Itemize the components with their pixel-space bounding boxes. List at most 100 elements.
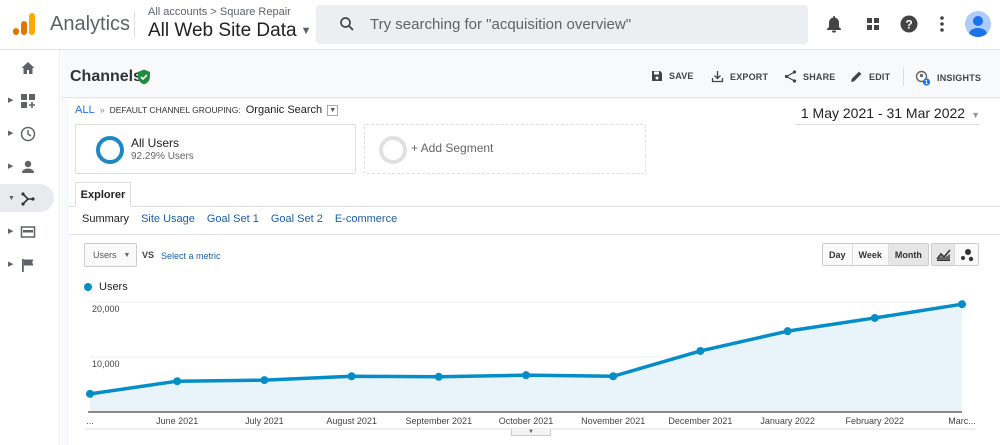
share-icon: [784, 70, 797, 83]
subtab-site-usage[interactable]: Site Usage: [141, 213, 195, 225]
share-label: SHARE: [803, 71, 836, 82]
account-avatar[interactable]: [965, 11, 991, 37]
divider: [903, 68, 904, 86]
add-segment-label: + Add Segment: [411, 141, 494, 155]
tab-divider: [69, 206, 1000, 207]
help-icon[interactable]: ?: [899, 14, 919, 34]
top-bar: Analytics All accounts > Square Repair A…: [0, 0, 1000, 50]
search-bar[interactable]: Try searching for "acquisition overview": [316, 5, 808, 44]
x-tick-label: December 2021: [668, 416, 733, 426]
main-content: Channels SAVE EXPORT SHARE EDIT 1 INSIGH…: [61, 50, 1000, 445]
date-range-picker[interactable]: 1 May 2021 - 31 Mar 2022 ▼: [794, 105, 980, 125]
clock-icon: [20, 126, 36, 142]
breadcrumb-separator: »: [99, 105, 105, 115]
search-placeholder: Try searching for "acquisition overview": [370, 16, 632, 33]
grouping-dropdown-icon[interactable]: ▼: [327, 104, 339, 116]
flag-icon: [22, 259, 34, 272]
download-icon: [711, 71, 724, 83]
x-tick-label: ...: [86, 416, 94, 426]
sidebar-item-audience[interactable]: ▶: [0, 152, 54, 180]
sidebar-item-behavior[interactable]: ▶: [0, 217, 54, 245]
expand-arrow-icon: ▶: [8, 261, 14, 268]
breadcrumb-property: Square Repair: [219, 6, 291, 18]
metric-dropdown-label: Users: [93, 250, 117, 260]
select-metric-link[interactable]: Select a metric: [161, 251, 221, 261]
granularity-week-button[interactable]: Week: [852, 244, 889, 265]
sidebar-item-conversions[interactable]: ▶: [0, 250, 54, 278]
bell-icon[interactable]: [824, 14, 844, 34]
granularity-day-button[interactable]: Day: [823, 244, 853, 265]
vs-label: VS: [142, 250, 155, 260]
svg-text:?: ?: [905, 18, 912, 32]
expand-arrow-icon: ▶: [8, 163, 14, 170]
report-panel: ALL » DEFAULT CHANNEL GROUPING: Organic …: [69, 99, 1000, 445]
verified-shield-icon: [138, 69, 150, 85]
property-view-selector[interactable]: All Web Site Data ▼: [148, 20, 311, 42]
dashboard-plus-icon: [21, 94, 35, 108]
account-breadcrumb[interactable]: All accounts > Square Repair: [148, 6, 291, 18]
chart-scroll-handle[interactable]: ▼: [511, 429, 551, 436]
motion-chart-icon: [960, 248, 973, 261]
analytics-logo-icon[interactable]: [12, 12, 36, 36]
svg-text:1: 1: [925, 80, 928, 86]
breadcrumb-separator: >: [210, 6, 217, 18]
expand-arrow-icon: ▶: [8, 228, 14, 235]
filter-all-link[interactable]: ALL: [75, 104, 95, 116]
acquisition-icon: [21, 192, 35, 206]
apps-grid-icon[interactable]: [863, 14, 883, 34]
insights-label: INSIGHTS: [937, 73, 982, 83]
subtab-goal-set-1[interactable]: Goal Set 1: [206, 213, 259, 225]
caret-down-icon: ▼: [971, 110, 980, 120]
x-tick-label: June 2021: [156, 416, 199, 426]
insights-button[interactable]: 1 INSIGHTS: [915, 70, 981, 86]
subtab-summary[interactable]: Summary: [82, 213, 130, 225]
save-button[interactable]: SAVE: [651, 70, 694, 82]
x-tick-label: August 2021: [326, 416, 377, 426]
sidebar-item-realtime[interactable]: ▶: [0, 119, 54, 147]
grouping-label: DEFAULT CHANNEL GROUPING:: [109, 105, 241, 115]
page-title: Channels: [70, 68, 143, 85]
channel-filter-breadcrumb: ALL » DEFAULT CHANNEL GROUPING: Organic …: [75, 104, 339, 116]
share-button[interactable]: SHARE: [784, 70, 836, 83]
tab-explorer[interactable]: Explorer: [75, 182, 131, 207]
x-tick-label: September 2021: [405, 416, 473, 426]
subtab-goal-set-2[interactable]: Goal Set 2: [270, 213, 323, 225]
explorer-subtabs: Summary Site Usage Goal Set 1 Goal Set 2…: [82, 213, 397, 225]
sidebar-item-customization[interactable]: ▶: [0, 86, 54, 114]
export-button[interactable]: EXPORT: [711, 70, 768, 83]
segment-all-users[interactable]: All Users 92.29% Users: [75, 124, 356, 174]
motion-chart-button[interactable]: [955, 244, 978, 265]
line-chart-icon: [935, 249, 951, 261]
x-tick-label: July 2021: [245, 416, 284, 426]
insights-icon: 1: [915, 70, 931, 86]
expand-arrow-icon: ▶: [8, 97, 14, 104]
property-view-label: All Web Site Data: [148, 20, 297, 41]
sidebar-item-home[interactable]: [0, 53, 54, 81]
granularity-month-button[interactable]: Month: [888, 244, 928, 265]
add-segment-button[interactable]: + Add Segment: [364, 124, 646, 174]
legend-label: Users: [99, 281, 128, 293]
subtab-divider: [69, 234, 1000, 235]
home-icon: [21, 62, 35, 74]
metric-dropdown[interactable]: Users ▼: [84, 243, 137, 267]
x-tick-label: February 2022: [845, 416, 905, 426]
subtab-ecommerce[interactable]: E-commerce: [334, 213, 398, 225]
behavior-icon: [20, 226, 36, 238]
grouping-value: Organic Search: [245, 104, 323, 116]
x-tick-label: January 2022: [760, 416, 815, 426]
y-tick-10000: 10,000: [92, 359, 120, 369]
save-icon: [652, 71, 662, 81]
edit-button[interactable]: EDIT: [850, 70, 890, 83]
caret-down-icon: ▼: [300, 24, 312, 37]
granularity-toggle: Day Week Month: [822, 243, 929, 266]
divider: [134, 12, 135, 38]
edit-label: EDIT: [869, 71, 891, 82]
sidebar-item-acquisition[interactable]: ▼: [0, 184, 54, 212]
y-tick-20000: 20,000: [92, 304, 120, 314]
more-vert-icon[interactable]: [932, 14, 952, 34]
search-icon: [340, 17, 354, 31]
caret-down-icon: ▼: [123, 251, 131, 259]
app-name: Analytics: [50, 13, 131, 35]
chart-legend[interactable]: Users: [84, 281, 128, 293]
line-chart-button[interactable]: [932, 244, 955, 265]
